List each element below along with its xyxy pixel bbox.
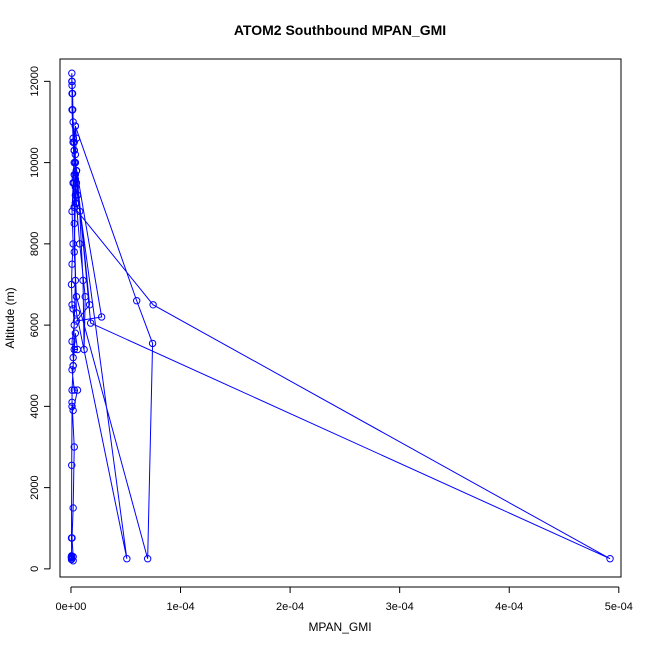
y-tick-label: 2000 [29,475,41,499]
data-point [149,301,157,309]
data-point [71,199,80,207]
data-point [68,402,76,411]
data-point [69,240,77,248]
data-point [81,292,89,301]
data-point [71,150,80,159]
data-point [72,292,81,301]
data-point [71,329,80,337]
data-point [69,353,77,362]
y-axis: 0 2000 4000 6000 8000 10000 12000 [29,66,51,572]
y-tick-label: 10000 [29,147,41,178]
data-point [68,461,76,469]
y-tick-label: 6000 [29,313,41,337]
data-point [70,321,78,329]
data-point [73,191,82,199]
data-point [76,207,84,216]
x-axis: 0e+00 1e-04 2e-04 3e-04 4e-04 5e-04 [56,586,633,613]
y-tick-label: 4000 [29,394,41,418]
data-point [70,345,78,354]
data-point [71,122,80,130]
series-mpan-gmi [67,69,614,565]
data-point [68,337,76,346]
data-point [69,134,77,142]
y-tick-label: 8000 [29,232,41,256]
y-tick-label: 12000 [29,66,41,97]
data-point [69,406,77,415]
data-point [68,106,76,114]
data-point [68,366,76,374]
x-tick-label: 4e-04 [495,601,523,613]
data-point [70,248,78,256]
plot-frame [59,58,622,578]
data-point [68,398,76,406]
data-point [67,280,76,289]
x-tick-label: 2e-04 [276,601,304,613]
data-point [71,158,80,167]
data-point [68,77,76,86]
data-point [70,386,78,394]
data-point [69,118,77,126]
data-point [71,191,80,199]
data-point [71,171,80,179]
data-point [68,534,76,542]
data-point [73,386,82,394]
data-point [133,297,141,305]
x-tick-label: 3e-04 [386,601,414,613]
data-point [73,345,82,354]
plot-area [59,58,622,578]
data-point [71,175,80,183]
data-point [606,555,614,563]
data-point [72,179,81,187]
data-point [70,146,78,155]
data-point [70,203,78,211]
data-point [79,276,87,285]
data-point [68,301,76,309]
data-point [68,89,77,98]
x-tick-label: 1e-04 [166,601,194,613]
chart-title: ATOM2 Southbound MPAN_GMI [234,22,446,38]
data-point [86,319,95,327]
data-point [69,557,77,565]
data-point [72,317,81,325]
data-point [85,301,94,309]
data-point [70,219,78,228]
data-point [69,179,77,187]
x-tick-label: 0e+00 [56,601,87,613]
y-axis-label: Altitude (m) [3,287,17,348]
data-point [69,138,77,146]
data-point [68,207,76,216]
data-point [68,69,76,77]
y-tick-label: 0 [29,566,41,572]
x-tick-label: 5e-04 [605,601,633,613]
data-point [68,386,76,394]
data-point [72,167,81,175]
data-point [68,81,76,90]
data-point [143,555,152,563]
data-point [71,276,80,285]
data-point [71,183,80,191]
data-point [148,339,157,348]
data-point [68,260,76,268]
data-point [69,362,77,370]
data-point [69,305,77,313]
data-point [67,552,76,561]
data-point [97,313,106,321]
data-point [69,504,77,512]
series-line [70,73,611,561]
x-axis-label: MPAN_GMI [308,620,371,634]
data-point [123,555,131,563]
data-point [70,443,78,451]
